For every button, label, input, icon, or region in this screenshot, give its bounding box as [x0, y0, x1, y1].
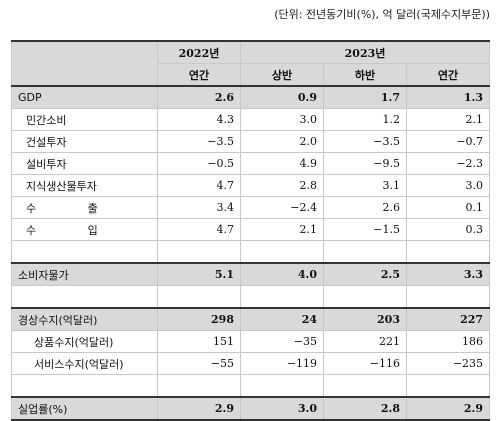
cell-2022-annual: 3.4 — [157, 196, 241, 219]
row-label: GDP — [11, 85, 158, 109]
row-label: 상품수지(억달러) — [11, 330, 158, 353]
cell-2023-h1: 0.9 — [240, 85, 324, 109]
table-row-goods-balance: 상품수지(억달러) 151 −35 221 186 — [11, 330, 491, 353]
cell-2022-annual: 298 — [157, 307, 241, 331]
header-2023-h1: 상반 — [240, 63, 324, 87]
cell-2023-h2: −3.5 — [323, 130, 407, 153]
cell-2023-h1: 24 — [240, 307, 324, 331]
header-year-2023: 2023년 — [239, 40, 491, 64]
table-row-equipment-investment: 설비투자 −0.5 4.9 −9.5 −2.3 — [11, 152, 491, 175]
cell-2022-annual: 4.7 — [157, 218, 241, 241]
table-row-private-consumption: 민간소비 4.3 3.0 1.2 2.1 — [11, 108, 491, 131]
table-row-services-balance: 서비스수지(억달러) −55 −119 −116 −235 — [11, 352, 491, 375]
cell-2022-annual: 4.3 — [157, 108, 241, 131]
economic-outlook-table: 2022년 2023년 연간 상반 하반 연간 GDP 2.6 0.9 1.7 … — [11, 40, 491, 421]
cell-2023-h2: 2.6 — [323, 196, 407, 219]
table-row-imports: 수 입 4.7 2.1 −1.5 0.3 — [11, 218, 491, 241]
cell-2023-h1: 4.0 — [240, 262, 324, 286]
cell-2023-h1: 3.0 — [240, 396, 324, 421]
table-row-unemployment: 실업률(%) 2.9 3.0 2.8 2.9 — [11, 396, 491, 421]
spacer-row — [11, 240, 491, 264]
cell-2023-h2: 2.8 — [323, 396, 407, 421]
cell-2023-h2: −9.5 — [323, 152, 407, 175]
cell-2023-h1: 4.9 — [240, 152, 324, 175]
header-2023-annual: 연간 — [405, 63, 491, 87]
row-label: 서비스수지(억달러) — [11, 352, 158, 375]
row-label: 수 출 — [11, 196, 158, 219]
cell-2023-h2: 221 — [323, 330, 407, 353]
cell-2023-h1: 2.8 — [240, 174, 324, 197]
cell-2022-annual: 151 — [157, 330, 241, 353]
header-2022-annual: 연간 — [157, 63, 241, 87]
cell-2023-h2: 1.7 — [323, 85, 407, 109]
cell-2023-h2: −1.5 — [323, 218, 407, 241]
cell-2023-h2: 2.5 — [323, 262, 407, 286]
cell-2023-h2: 3.1 — [323, 174, 407, 197]
row-label: 소비자물가 — [11, 262, 158, 286]
spacer-row — [11, 374, 491, 398]
table-row-construction-investment: 건설투자 −3.5 2.0 −3.5 −0.7 — [11, 130, 491, 153]
cell-2023-annual: 227 — [405, 307, 491, 331]
cell-2023-annual: 3.3 — [405, 262, 491, 286]
header-year-2022: 2022년 — [157, 40, 241, 64]
header-2023-h2: 하반 — [323, 63, 407, 87]
table-row-current-account: 경상수지(억달러) 298 24 203 227 — [11, 307, 491, 331]
cell-2022-annual: −0.5 — [157, 152, 241, 175]
header-row-years: 2022년 2023년 — [11, 40, 491, 87]
cell-2023-h1: 2.0 — [240, 130, 324, 153]
cell-2023-annual: 0.1 — [405, 196, 491, 219]
cell-2023-h2: 203 — [323, 307, 407, 331]
cell-2023-annual: 1.3 — [405, 85, 491, 109]
cell-2023-annual: 186 — [405, 330, 491, 353]
cell-2023-annual: −235 — [405, 352, 491, 375]
row-label: 실업률(%) — [11, 396, 158, 421]
unit-note: (단위: 전년동기비(%), 억 달러(국제수지부문)) — [274, 8, 490, 21]
cell-2022-annual: 4.7 — [157, 174, 241, 197]
cell-2022-annual: −55 — [157, 352, 241, 375]
table-row-ip-investment: 지식생산물투자 4.7 2.8 3.1 3.0 — [11, 174, 491, 197]
table-row-exports: 수 출 3.4 −2.4 2.6 0.1 — [11, 196, 491, 219]
cell-2022-annual: 2.9 — [157, 396, 241, 421]
cell-2023-h2: −116 — [323, 352, 407, 375]
cell-2023-annual: 0.3 — [405, 218, 491, 241]
row-label: 수 입 — [11, 218, 158, 241]
cell-2023-annual: −0.7 — [405, 130, 491, 153]
cell-2023-annual: 2.1 — [405, 108, 491, 131]
row-label: 민간소비 — [11, 108, 158, 131]
header-blank-cell — [11, 40, 158, 87]
table-row-cpi: 소비자물가 5.1 4.0 2.5 3.3 — [11, 262, 491, 286]
cell-2023-h2: 1.2 — [323, 108, 407, 131]
cell-2023-h1: −2.4 — [240, 196, 324, 219]
cell-2022-annual: −3.5 — [157, 130, 241, 153]
cell-2023-h1: 2.1 — [240, 218, 324, 241]
table-row-gdp: GDP 2.6 0.9 1.7 1.3 — [11, 85, 491, 109]
cell-2023-h1: 3.0 — [240, 108, 324, 131]
row-label: 지식생산물투자 — [11, 174, 158, 197]
cell-2022-annual: 5.1 — [157, 262, 241, 286]
row-label: 건설투자 — [11, 130, 158, 153]
spacer-row — [11, 285, 491, 309]
row-label: 경상수지(억달러) — [11, 307, 158, 331]
cell-2023-h1: −119 — [240, 352, 324, 375]
cell-2023-h1: −35 — [240, 330, 324, 353]
header-row-periods: 연간 상반 하반 연간 — [12, 63, 491, 87]
cell-2023-annual: −2.3 — [405, 152, 491, 175]
row-label: 설비투자 — [11, 152, 158, 175]
cell-2023-annual: 3.0 — [405, 174, 491, 197]
cell-2023-annual: 2.9 — [405, 396, 491, 421]
cell-2022-annual: 2.6 — [157, 85, 241, 109]
